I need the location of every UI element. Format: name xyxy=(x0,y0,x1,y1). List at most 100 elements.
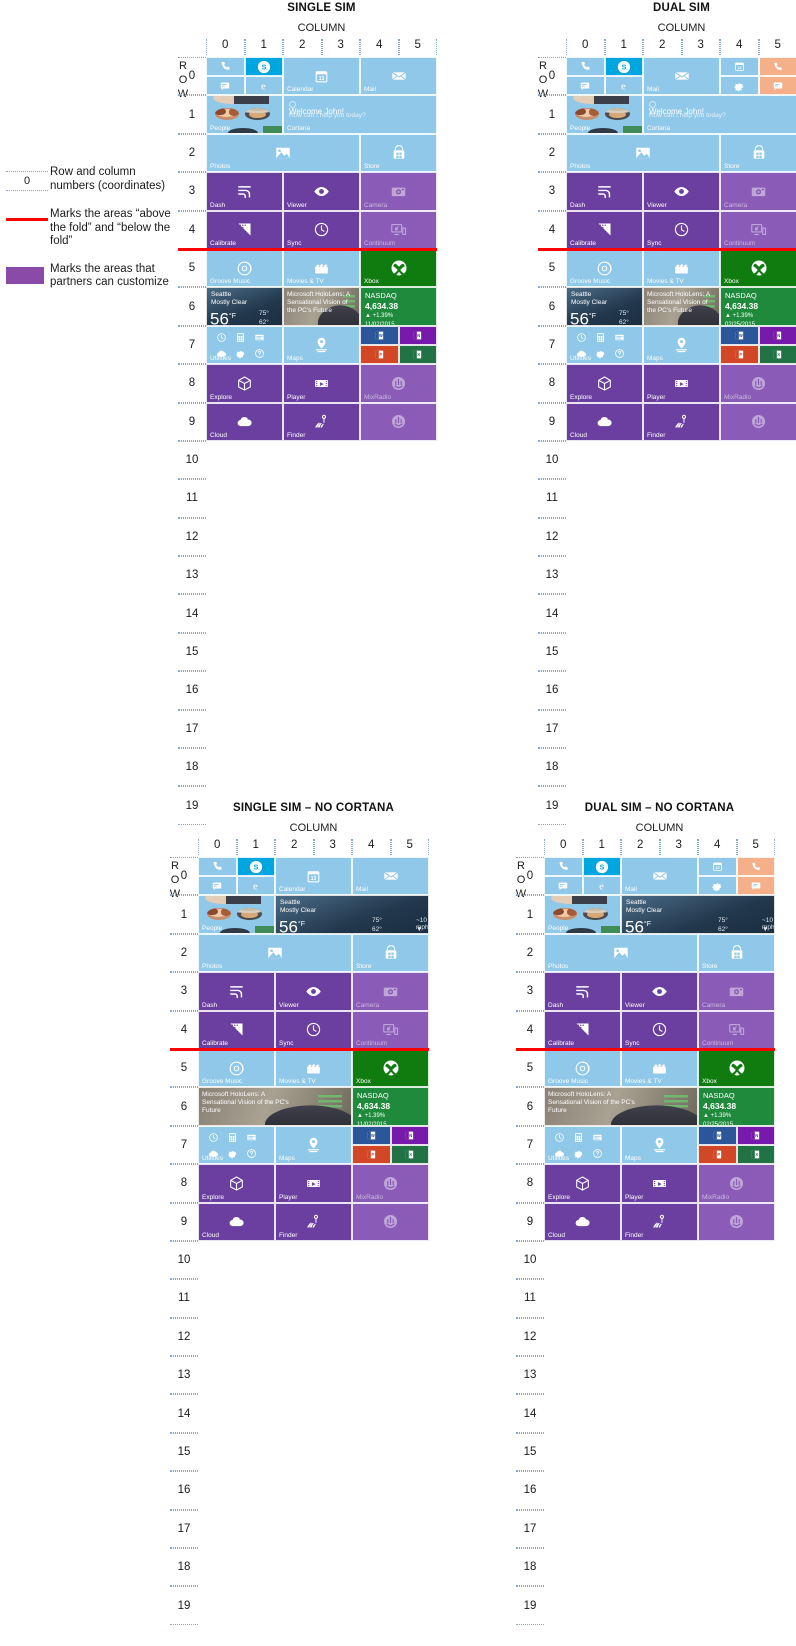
tile-settings[interactable] xyxy=(720,76,759,96)
tile-edge[interactable]: e xyxy=(244,76,283,96)
tile-store[interactable]: Store xyxy=(360,133,437,173)
tile-continuum[interactable]: Continuum xyxy=(352,1010,429,1049)
tile-utilities[interactable]: Utilities xyxy=(198,1125,275,1165)
tile-messaging-2[interactable] xyxy=(736,876,775,896)
tile-sync[interactable]: Sync xyxy=(621,1010,698,1049)
tile-calendar[interactable]: 13 Calendar xyxy=(275,857,352,896)
tile-partner[interactable] xyxy=(352,1202,429,1241)
tile-money[interactable]: NASDAQ 4,634.38 ▲ +1.39% 02/25/2015 xyxy=(720,287,796,326)
tile-skype[interactable]: S xyxy=(236,857,275,877)
tile-edge[interactable]: e xyxy=(236,876,275,896)
tile-dash[interactable]: Dash xyxy=(198,972,275,1011)
tile-onenote[interactable]: N xyxy=(736,1125,775,1145)
tile-calibrate[interactable]: Calibrate xyxy=(206,210,283,249)
tile-excel[interactable]: X xyxy=(736,1145,775,1165)
tile-finder[interactable]: Finder xyxy=(275,1202,352,1241)
tile-excel[interactable]: X xyxy=(390,1145,429,1165)
tile-phone[interactable] xyxy=(206,57,245,77)
tile-partner[interactable] xyxy=(360,402,437,441)
tile-xbox[interactable]: Xbox xyxy=(360,249,437,288)
tile-groove[interactable]: Groove Music xyxy=(198,1049,275,1088)
tile-xbox[interactable]: Xbox xyxy=(352,1049,429,1088)
tile-messaging[interactable] xyxy=(198,876,237,896)
tile-mail[interactable]: Mail xyxy=(643,57,720,96)
tile-continuum[interactable]: Continuum xyxy=(720,210,796,249)
tile-photos[interactable]: Photos xyxy=(198,933,352,973)
tile-phone[interactable] xyxy=(544,857,583,877)
tile-weather[interactable]: Seattle Mostly Clear 56°F 75° 62° xyxy=(566,287,643,326)
tile-mail[interactable]: Mail xyxy=(360,57,437,96)
tile-cloud[interactable]: Cloud xyxy=(566,402,643,441)
tile-camera[interactable]: Camera xyxy=(720,172,796,211)
tile-excel[interactable]: X xyxy=(398,345,437,365)
tile-utilities[interactable]: Utilities xyxy=(544,1125,621,1165)
tile-phone[interactable] xyxy=(566,57,605,77)
tile-explore[interactable]: Explore xyxy=(206,364,283,403)
tile-word[interactable]: W xyxy=(360,325,399,345)
tile-word[interactable]: W xyxy=(720,325,759,345)
tile-finder[interactable]: Finder xyxy=(283,402,360,441)
tile-player[interactable]: Player xyxy=(621,1164,698,1203)
tile-maps[interactable]: Maps xyxy=(621,1125,698,1165)
tile-utilities[interactable]: Utilities xyxy=(566,325,643,365)
tile-photos[interactable]: Photos xyxy=(544,933,698,973)
tile-xbox[interactable]: Xbox xyxy=(720,249,796,288)
tile-groove[interactable]: Groove Music xyxy=(566,249,643,288)
tile-powerpoint[interactable]: P xyxy=(352,1145,391,1165)
tile-cortana[interactable]: Welcome John! How can I help you today? Co… xyxy=(283,95,437,134)
tile-store[interactable]: Store xyxy=(720,133,796,173)
tile-player[interactable]: Player xyxy=(275,1164,352,1203)
tile-cloud[interactable]: Cloud xyxy=(198,1202,275,1241)
tile-phone-2[interactable] xyxy=(758,57,796,77)
tile-edge[interactable]: e xyxy=(582,876,621,896)
tile-word[interactable]: W xyxy=(352,1125,391,1145)
tile-dash[interactable]: Dash xyxy=(544,972,621,1011)
tile-groove[interactable]: Groove Music xyxy=(206,249,283,288)
tile-onenote[interactable]: N xyxy=(390,1125,429,1145)
tile-player[interactable]: Player xyxy=(283,364,360,403)
tile-mixradio[interactable]: MixRadio xyxy=(360,364,437,403)
tile-viewer[interactable]: Viewer xyxy=(275,972,352,1011)
tile-money[interactable]: NASDAQ 4,634.38 ▲ +1.39% 11/02/2015 xyxy=(352,1087,429,1126)
tile-photos[interactable]: Photos xyxy=(566,133,720,173)
tile-store[interactable]: Store xyxy=(698,933,775,973)
tile-movies[interactable]: Movies & TV xyxy=(643,249,720,288)
tile-phone-2[interactable] xyxy=(736,857,775,877)
tile-news[interactable]: Microsoft HoloLens: A Sensational Vision… xyxy=(198,1087,352,1126)
tile-viewer[interactable]: Viewer xyxy=(283,172,360,211)
tile-maps[interactable]: Maps xyxy=(643,325,720,365)
tile-viewer[interactable]: Viewer xyxy=(643,172,720,211)
tile-powerpoint[interactable]: P xyxy=(698,1145,737,1165)
tile-xbox[interactable]: Xbox xyxy=(698,1049,775,1088)
tile-mixradio[interactable]: MixRadio xyxy=(352,1164,429,1203)
tile-calibrate[interactable]: Calibrate xyxy=(544,1010,621,1049)
tile-camera[interactable]: Camera xyxy=(360,172,437,211)
tile-photos[interactable]: Photos xyxy=(206,133,360,173)
tile-messaging[interactable] xyxy=(544,876,583,896)
tile-people[interactable]: People xyxy=(566,95,643,134)
tile-maps[interactable]: Maps xyxy=(283,325,360,365)
tile-messaging[interactable] xyxy=(206,76,245,96)
tile-cloud[interactable]: Cloud xyxy=(206,402,283,441)
tile-player[interactable]: Player xyxy=(643,364,720,403)
tile-messaging-2[interactable] xyxy=(758,76,796,96)
tile-calendar[interactable]: 13 xyxy=(698,857,737,877)
tile-sync[interactable]: Sync xyxy=(283,210,360,249)
tile-calendar[interactable]: 13 Calendar xyxy=(283,57,360,96)
tile-movies[interactable]: Movies & TV xyxy=(621,1049,698,1088)
tile-edge[interactable]: e xyxy=(604,76,643,96)
tile-money[interactable]: NASDAQ 4,634.38 ▲ +1.39% 11/02/2015 xyxy=(360,287,437,326)
tile-camera[interactable]: Camera xyxy=(352,972,429,1011)
tile-calendar[interactable]: 13 xyxy=(720,57,759,77)
tile-sync[interactable]: Sync xyxy=(643,210,720,249)
tile-onenote[interactable]: N xyxy=(398,325,437,345)
tile-people[interactable]: People xyxy=(544,895,621,934)
tile-explore[interactable]: Explore xyxy=(566,364,643,403)
tile-partner[interactable] xyxy=(720,402,796,441)
tile-utilities[interactable]: Utilities xyxy=(206,325,283,365)
tile-mixradio[interactable]: MixRadio xyxy=(720,364,796,403)
tile-skype[interactable]: S xyxy=(604,57,643,77)
tile-mixradio[interactable]: MixRadio xyxy=(698,1164,775,1203)
tile-messaging[interactable] xyxy=(566,76,605,96)
